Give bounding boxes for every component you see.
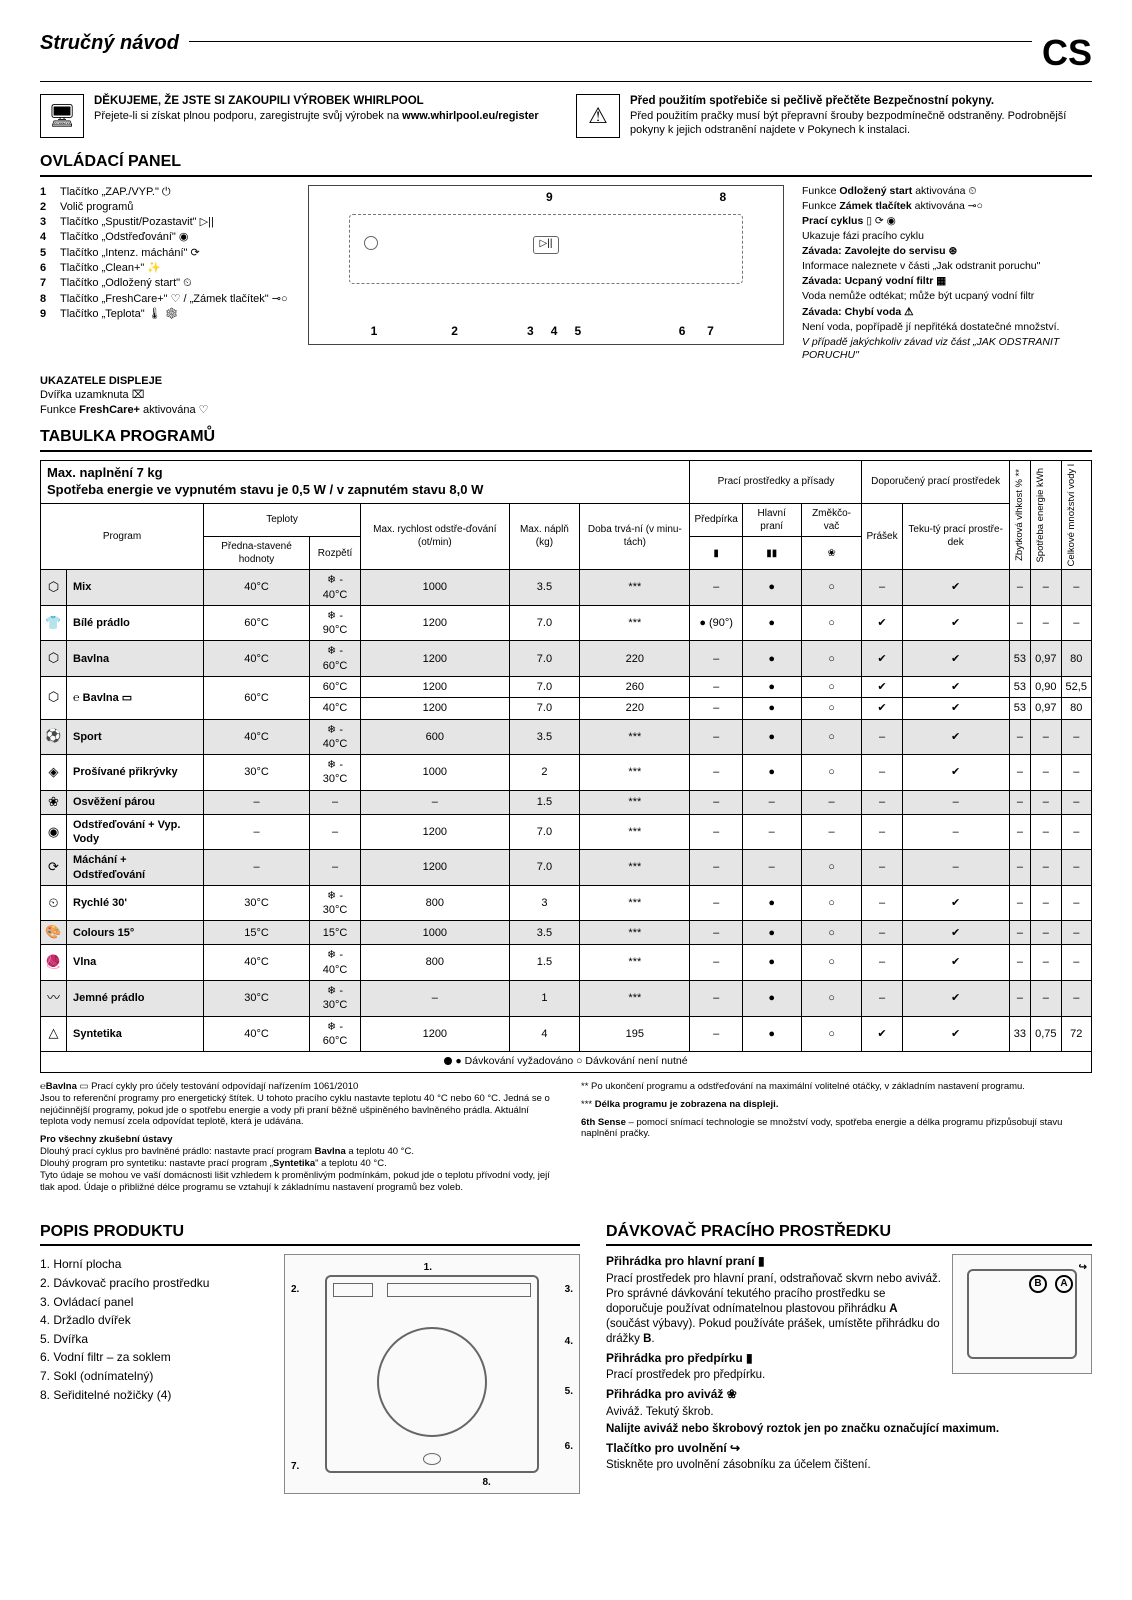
- section-product-title: POPIS PRODUKTU: [40, 1222, 580, 1247]
- doc-title: Stručný návod: [40, 30, 179, 56]
- disp-h3: Přihrádka pro aviváž ❀: [606, 1387, 1092, 1403]
- indicators-block: UKAZATELE DISPLEJE Dvířka uzamknuta ⌧Fun…: [40, 374, 1092, 417]
- table-top-header: Max. naplnění 7 kgSpotřeba energie ve vy…: [41, 460, 690, 503]
- footnotes: ℮Bavlna ▭ Prací cykly pro účely testován…: [40, 1081, 1092, 1200]
- panel-button-list: 1Tlačítko „ZAP./VYP." ⏻2Volič programů3T…: [40, 185, 290, 365]
- panel-indicators-right: Funkce Odložený start aktivována ⏲Funkce…: [802, 185, 1092, 365]
- program-table: Max. naplnění 7 kgSpotřeba energie ve vy…: [40, 460, 1092, 1073]
- warning-icon: ⚠: [576, 94, 620, 138]
- disp-bold: Nalijte aviváž nebo škrobový roztok jen …: [606, 1422, 1092, 1437]
- product-parts-list: 1. Horní plocha2. Dávkovač pracího prost…: [40, 1254, 270, 1406]
- language-code: CS: [1042, 30, 1092, 77]
- section-panel-title: OVLÁDACÍ PANEL: [40, 152, 1092, 177]
- section-dispenser-title: DÁVKOVAČ PRACÍHO PROSTŘEDKU: [606, 1222, 1092, 1247]
- product-diagram: 1. 2. 3. 4. 5. 6. 7. 8.: [284, 1254, 580, 1494]
- dispenser-diagram: A B ↪: [952, 1254, 1092, 1374]
- disp-p4: Stiskněte pro uvolnění zásobníku za účel…: [606, 1458, 1092, 1473]
- intro-right-text: Před použitím spotřebiče si pečlivě přeč…: [630, 94, 1092, 138]
- disp-h4: Tlačítko pro uvolnění ↪: [606, 1441, 1092, 1457]
- intro-left-text: DĚKUJEME, ŽE JSTE SI ZAKOUPILI VÝROBEK W…: [94, 94, 539, 138]
- section-table-title: TABULKA PROGRAMŮ: [40, 427, 1092, 452]
- disp-p3: Aviváž. Tekutý škrob.: [606, 1405, 1092, 1420]
- panel-diagram: 9 8 ▷|| 1 2 3 4 5 6 7: [308, 185, 784, 345]
- register-icon: 🖥: [40, 94, 84, 138]
- table-legend: ● Dávkování vyžadováno ○ Dávkování není …: [41, 1052, 1092, 1073]
